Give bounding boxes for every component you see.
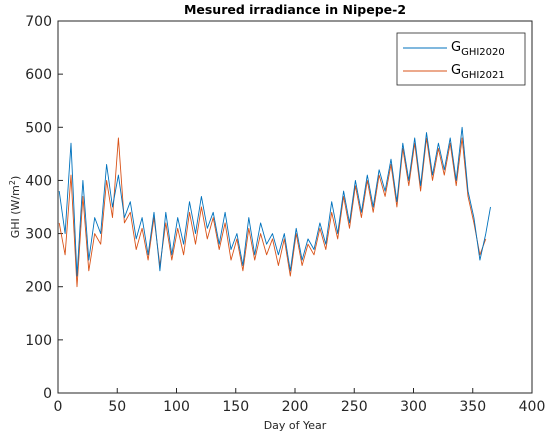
x-tick-label: 150: [222, 399, 249, 415]
x-tick-label: 400: [519, 399, 546, 415]
x-tick-label: 200: [282, 399, 309, 415]
legend-label-2020-sub: GHI2020: [461, 47, 505, 58]
legend: GGHI2020 GGHI2021: [396, 32, 526, 86]
y-axis-label-end: ): [9, 176, 22, 180]
legend-label-2020: GGHI2020: [451, 40, 505, 58]
x-tick-label: 100: [163, 399, 190, 415]
legend-label-2020-main: G: [451, 40, 461, 55]
y-tick-label: 100: [25, 333, 52, 349]
y-tick-label: 200: [25, 280, 52, 296]
legend-label-2021-main: G: [451, 63, 461, 78]
legend-box: [396, 32, 526, 86]
series-line-2021: [58, 137, 487, 288]
x-tick-label: 350: [459, 399, 486, 415]
legend-label-2021: GGHI2021: [451, 63, 505, 81]
y-axis-ticks: 0 100 200 300 400 500 600 700: [25, 14, 63, 402]
x-tick-label: 50: [108, 399, 126, 415]
chart-title: Mesured irradiance in Nipepe-2: [184, 2, 406, 17]
x-axis-label: Day of Year: [264, 419, 327, 432]
y-tick-label: 300: [25, 227, 52, 243]
y-axis-label: GHI (W/m2): [8, 176, 22, 239]
x-tick-label: 300: [400, 399, 427, 415]
y-tick-label: 700: [25, 14, 52, 30]
y-tick-label: 0: [43, 386, 52, 402]
y-tick-label: 600: [25, 67, 52, 83]
legend-label-2021-sub: GHI2021: [461, 70, 505, 81]
series-line-2020: [58, 126, 491, 277]
y-axis-label-main: GHI (W/m: [9, 185, 22, 238]
x-tick-label: 0: [54, 399, 63, 415]
x-axis-ticks: 0 50 100 150 200 250 300 350 400: [54, 388, 546, 415]
y-tick-label: 400: [25, 173, 52, 189]
y-axis-label-sup: 2: [8, 180, 17, 185]
y-tick-label: 500: [25, 120, 52, 136]
series-layer: [58, 126, 491, 288]
x-tick-label: 250: [341, 399, 368, 415]
